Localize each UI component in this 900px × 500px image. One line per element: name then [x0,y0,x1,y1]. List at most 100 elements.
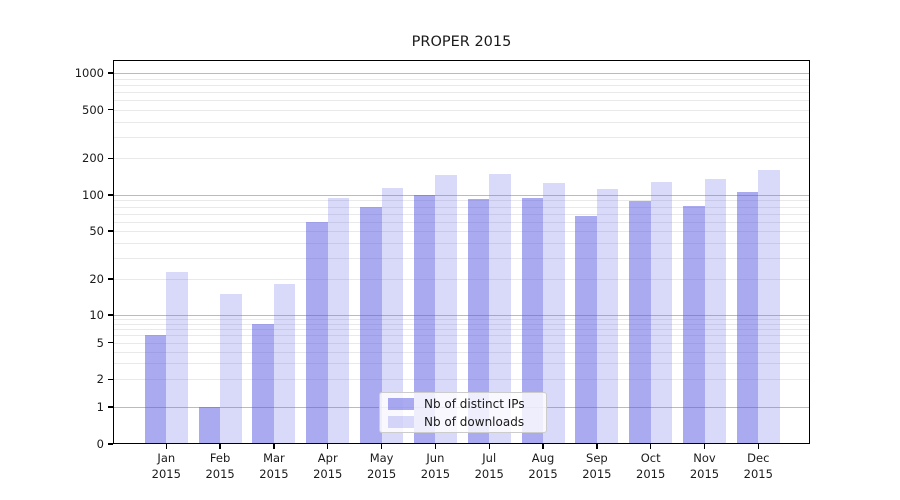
x-tick-year: 2015 [636,467,666,481]
minor-gridline [113,136,810,138]
y-tick [108,157,113,159]
x-tick-label: May 2015 [351,450,413,482]
legend-item-distinct-ips: Nb of distinct IPs [388,397,538,411]
bar [273,284,296,444]
x-tick-label: Nov 2015 [674,450,736,482]
minor-gridline [113,84,810,86]
x-tick-year: 2015 [366,467,397,481]
minor-gridline [113,319,810,321]
y-tick-label: 10 [89,308,104,322]
plot-area [113,60,810,444]
minor-gridline [113,109,810,111]
bar [198,407,221,444]
bar [220,293,242,444]
minor-gridline [113,278,810,280]
y-tick [108,443,113,445]
legend-swatch-downloads [388,415,414,428]
legend-label: Nb of downloads [424,414,525,429]
minor-gridline [113,221,810,223]
x-tick [542,444,544,449]
bar [758,170,780,444]
x-tick-label: Apr 2015 [297,450,359,482]
minor-gridline [113,363,810,365]
y-tick-label: 1 [96,400,104,414]
minor-gridline [113,91,810,93]
x-tick-label: Jun 2015 [404,450,466,482]
bar [704,179,726,444]
bar [489,173,511,444]
y-tick [108,278,113,280]
bar [683,205,705,444]
x-tick-month: Sep [586,451,608,465]
legend-swatch-distinct-ips [388,397,414,410]
minor-gridline [113,329,810,331]
x-tick-month: Mar [263,451,285,465]
y-tick-label: 2 [96,372,104,387]
x-tick [434,444,437,449]
y-tick [108,378,113,380]
x-tick-label: Jul 2015 [458,450,520,482]
x-tick-label: Jan 2015 [135,450,197,482]
x-tick-month: Feb [209,451,231,465]
bar [629,201,651,444]
x-tick-month: Jan [157,451,176,465]
x-tick-year: 2015 [420,467,451,481]
x-tick-year: 2015 [259,467,289,481]
x-tick-year: 2015 [528,467,558,481]
x-tick-year: 2015 [474,467,504,481]
y-tick-label: 5 [96,335,104,350]
x-tick [380,444,383,449]
x-tick-month: Jun [426,451,445,465]
bar [413,195,436,444]
minor-gridline [113,379,810,381]
x-tick-year: 2015 [151,467,181,481]
bar [521,197,544,444]
bar [166,271,188,444]
x-tick-label: Dec 2015 [727,450,789,482]
y-tick-label: 50 [89,224,104,239]
y-tick-label: 500 [82,102,104,117]
x-tick-year: 2015 [205,467,235,481]
bar [467,198,490,444]
x-tick-label: Sep 2015 [566,450,628,482]
x-tick-month: May [369,451,394,465]
minor-gridline [113,231,810,233]
major-gridline [113,73,810,74]
x-tick [165,444,167,449]
minor-gridline [113,242,810,244]
x-tick-year: 2015 [689,467,720,481]
x-tick-label: Feb 2015 [189,450,251,482]
y-tick [108,406,113,408]
x-tick-year: 2015 [582,467,612,481]
bar [252,323,274,444]
minor-gridline [113,200,810,202]
minor-gridline [113,78,810,80]
bar [575,215,597,444]
y-tick [108,72,113,74]
x-tick-month: Apr [317,451,338,465]
y-tick [108,230,113,232]
major-gridline [113,315,810,316]
bar [360,206,382,444]
legend-item-downloads: Nb of downloads [388,415,538,429]
minor-gridline [113,323,810,325]
bar [650,181,673,444]
x-tick [488,444,490,449]
minor-gridline [113,100,810,102]
minor-gridline [113,158,810,160]
y-tick-label: 200 [82,151,104,166]
y-tick-label: 1000 [74,66,104,80]
bar [596,188,619,444]
minor-gridline [113,351,810,353]
x-tick [273,444,275,449]
bar [736,191,759,444]
minor-gridline [113,213,810,215]
minor-gridline [113,206,810,208]
bar [543,183,565,444]
x-tick-month: Dec [747,451,770,465]
x-tick [703,444,706,449]
minor-gridline [113,121,810,123]
chart-title: PROPER 2015 [411,34,512,50]
y-tick [108,314,113,316]
